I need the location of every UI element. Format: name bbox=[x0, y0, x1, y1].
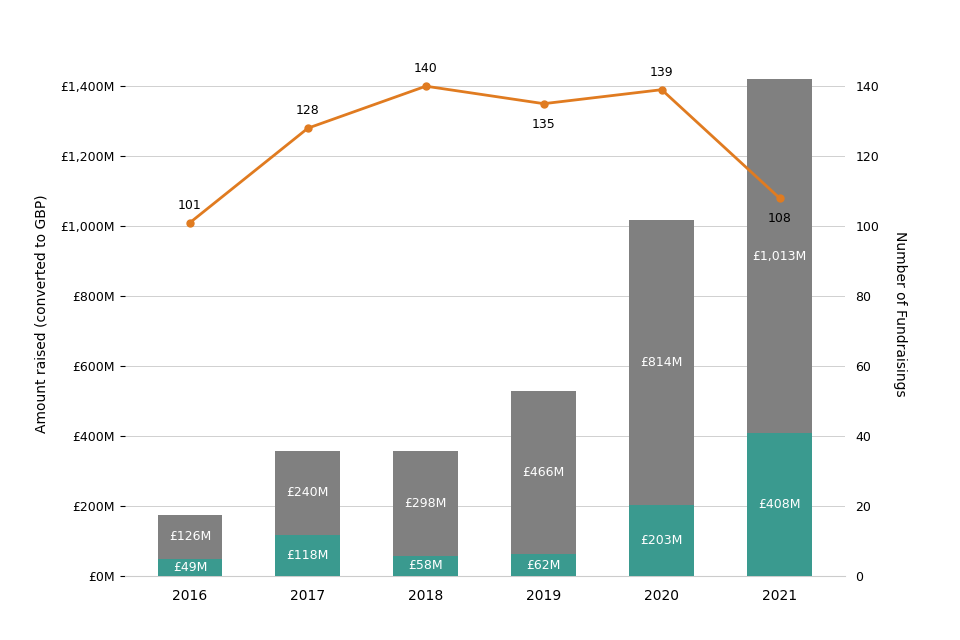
Text: 101: 101 bbox=[179, 198, 202, 212]
Text: 140: 140 bbox=[414, 62, 438, 75]
Text: 128: 128 bbox=[296, 104, 320, 117]
Text: £298M: £298M bbox=[405, 497, 447, 510]
Text: 135: 135 bbox=[532, 118, 556, 131]
Text: £62M: £62M bbox=[527, 559, 561, 572]
Text: £1,013M: £1,013M bbox=[753, 250, 806, 262]
Y-axis label: Number of Fundraisings: Number of Fundraisings bbox=[893, 231, 907, 396]
Bar bbox=[276, 451, 341, 534]
Bar bbox=[157, 559, 223, 576]
Y-axis label: Amount raised (converted to GBP): Amount raised (converted to GBP) bbox=[35, 195, 49, 433]
Text: 108: 108 bbox=[768, 212, 792, 225]
Text: £58M: £58M bbox=[409, 559, 444, 572]
Text: 139: 139 bbox=[650, 65, 674, 79]
Bar bbox=[394, 556, 458, 576]
Bar bbox=[747, 79, 812, 433]
Bar bbox=[512, 391, 576, 554]
Text: £126M: £126M bbox=[169, 531, 211, 543]
Text: £240M: £240M bbox=[287, 486, 329, 499]
Text: £466M: £466M bbox=[522, 467, 564, 479]
Bar bbox=[512, 554, 576, 576]
Bar bbox=[276, 534, 341, 576]
Bar bbox=[629, 220, 694, 505]
Text: £203M: £203M bbox=[640, 534, 683, 547]
Text: £814M: £814M bbox=[640, 356, 683, 369]
Bar bbox=[747, 433, 812, 576]
Bar bbox=[157, 515, 223, 559]
Bar bbox=[629, 505, 694, 576]
Bar bbox=[394, 451, 458, 556]
Text: £408M: £408M bbox=[758, 498, 801, 511]
Text: £49M: £49M bbox=[173, 561, 207, 574]
Text: £118M: £118M bbox=[287, 549, 329, 562]
